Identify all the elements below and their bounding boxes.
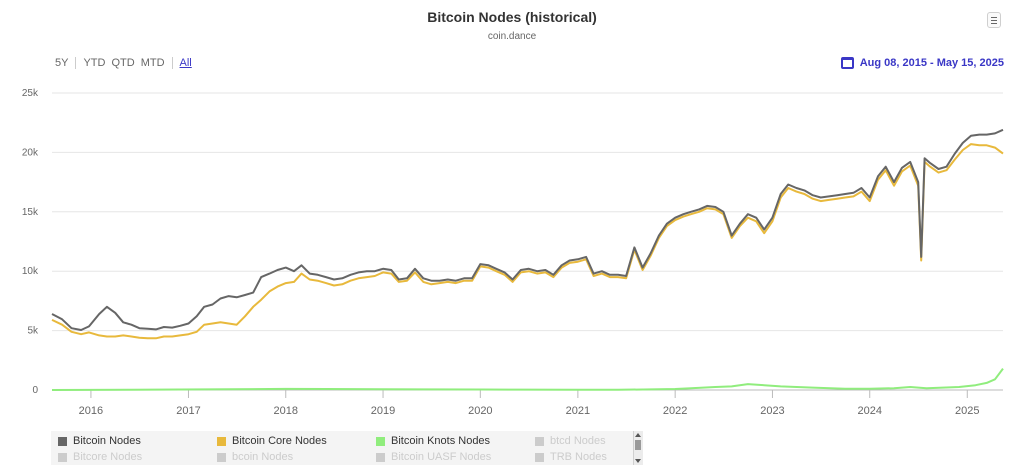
legend-symbol: [376, 452, 385, 462]
legend-label: Bitcoin Knots Nodes: [391, 435, 491, 447]
legend-symbol: [58, 452, 67, 462]
range-selector: 5Y YTD QTD MTD All: [52, 57, 195, 69]
legend-scrollbar[interactable]: [633, 431, 643, 465]
legend-item[interactable]: Bitcoin Nodes: [58, 435, 141, 447]
x-tick-label: 2024: [857, 405, 881, 417]
x-tick-label: 2017: [176, 405, 200, 417]
series-line[interactable]: [51, 128, 1004, 331]
range-button-5y[interactable]: 5Y: [55, 57, 69, 69]
calendar-icon: [840, 57, 854, 69]
legend-symbol: [58, 436, 67, 446]
y-axis-ticks: 0 5k 10k 15k 20k 25k: [22, 88, 39, 396]
series-lines: [51, 128, 1004, 391]
chart-subtitle: coin.dance: [487, 31, 537, 42]
legend-symbol: [217, 452, 226, 462]
x-tick-label: 2021: [566, 405, 590, 417]
x-tick-label: 2016: [79, 405, 103, 417]
legend-item[interactable]: Bitcoin Core Nodes: [217, 435, 327, 447]
legend-label: TRB Nodes: [550, 451, 607, 463]
legend-label: Bitcoin UASF Nodes: [391, 451, 492, 463]
legend-symbol: [217, 436, 226, 446]
grid-lines: [52, 92, 1003, 391]
legend-symbol: [535, 452, 544, 462]
legend-label: Bitcore Nodes: [73, 451, 143, 463]
legend-scroll-down-icon[interactable]: [635, 459, 641, 463]
legend-item[interactable]: Bitcore Nodes: [58, 451, 142, 463]
x-tick-label: 2022: [663, 405, 687, 417]
y-tick-label: 25k: [22, 88, 39, 99]
range-separator: [171, 57, 173, 69]
x-tick-label: 2025: [955, 405, 979, 417]
x-axis-ticks: 2016 2017 2018 2019 2020 2021 2022 2023 2024 2025: [52, 389, 1003, 417]
y-tick-label: 20k: [22, 147, 39, 158]
y-tick-label: 15k: [22, 207, 39, 218]
range-button-all[interactable]: All: [179, 57, 192, 69]
range-button-ytd[interactable]: YTD: [83, 57, 106, 69]
legend-label: btcd Nodes: [550, 435, 606, 447]
range-button-qtd[interactable]: QTD: [111, 57, 135, 69]
legend-label: Bitcoin Core Nodes: [232, 435, 327, 447]
legend-item[interactable]: TRB Nodes: [535, 451, 607, 463]
legend-symbol: [376, 436, 385, 446]
legend-item[interactable]: btcd Nodes: [535, 435, 606, 447]
x-tick-label: 2023: [760, 405, 784, 417]
hamburger-menu-icon[interactable]: [987, 12, 1001, 28]
legend-scroll-thumb[interactable]: [635, 440, 641, 450]
y-tick-label: 5k: [27, 326, 39, 337]
legend-label: Bitcoin Nodes: [73, 435, 141, 447]
range-button-mtd[interactable]: MTD: [140, 57, 165, 69]
legend-item[interactable]: Bitcoin UASF Nodes: [376, 451, 491, 463]
date-range-picker[interactable]: Aug 08, 2015 - May 15, 2025: [840, 57, 1004, 69]
legend-item[interactable]: Bitcoin Knots Nodes: [376, 435, 490, 447]
chart-title: Bitcoin Nodes (historical): [427, 9, 597, 25]
x-tick-label: 2020: [468, 405, 492, 417]
legend-symbol: [535, 436, 544, 446]
date-range-text: Aug 08, 2015 - May 15, 2025: [859, 57, 1004, 69]
range-separator: [75, 57, 77, 69]
y-tick-label: 0: [32, 385, 38, 396]
x-tick-label: 2019: [371, 405, 395, 417]
y-tick-label: 10k: [22, 266, 39, 277]
legend-label: bcoin Nodes: [232, 451, 294, 463]
legend: Bitcoin Nodes Bitcoin Core Nodes Bitcoin K…: [51, 431, 643, 465]
series-line[interactable]: [51, 368, 1004, 391]
series-line[interactable]: [51, 143, 1004, 340]
chart-canvas: 0 5k 10k 15k 20k 25k 2016 2017 2018 2019 2020 2021…: [22, 88, 1004, 417]
legend-scroll-up-icon[interactable]: [635, 433, 641, 437]
x-tick-label: 2018: [274, 405, 298, 417]
legend-item[interactable]: bcoin Nodes: [217, 451, 293, 463]
